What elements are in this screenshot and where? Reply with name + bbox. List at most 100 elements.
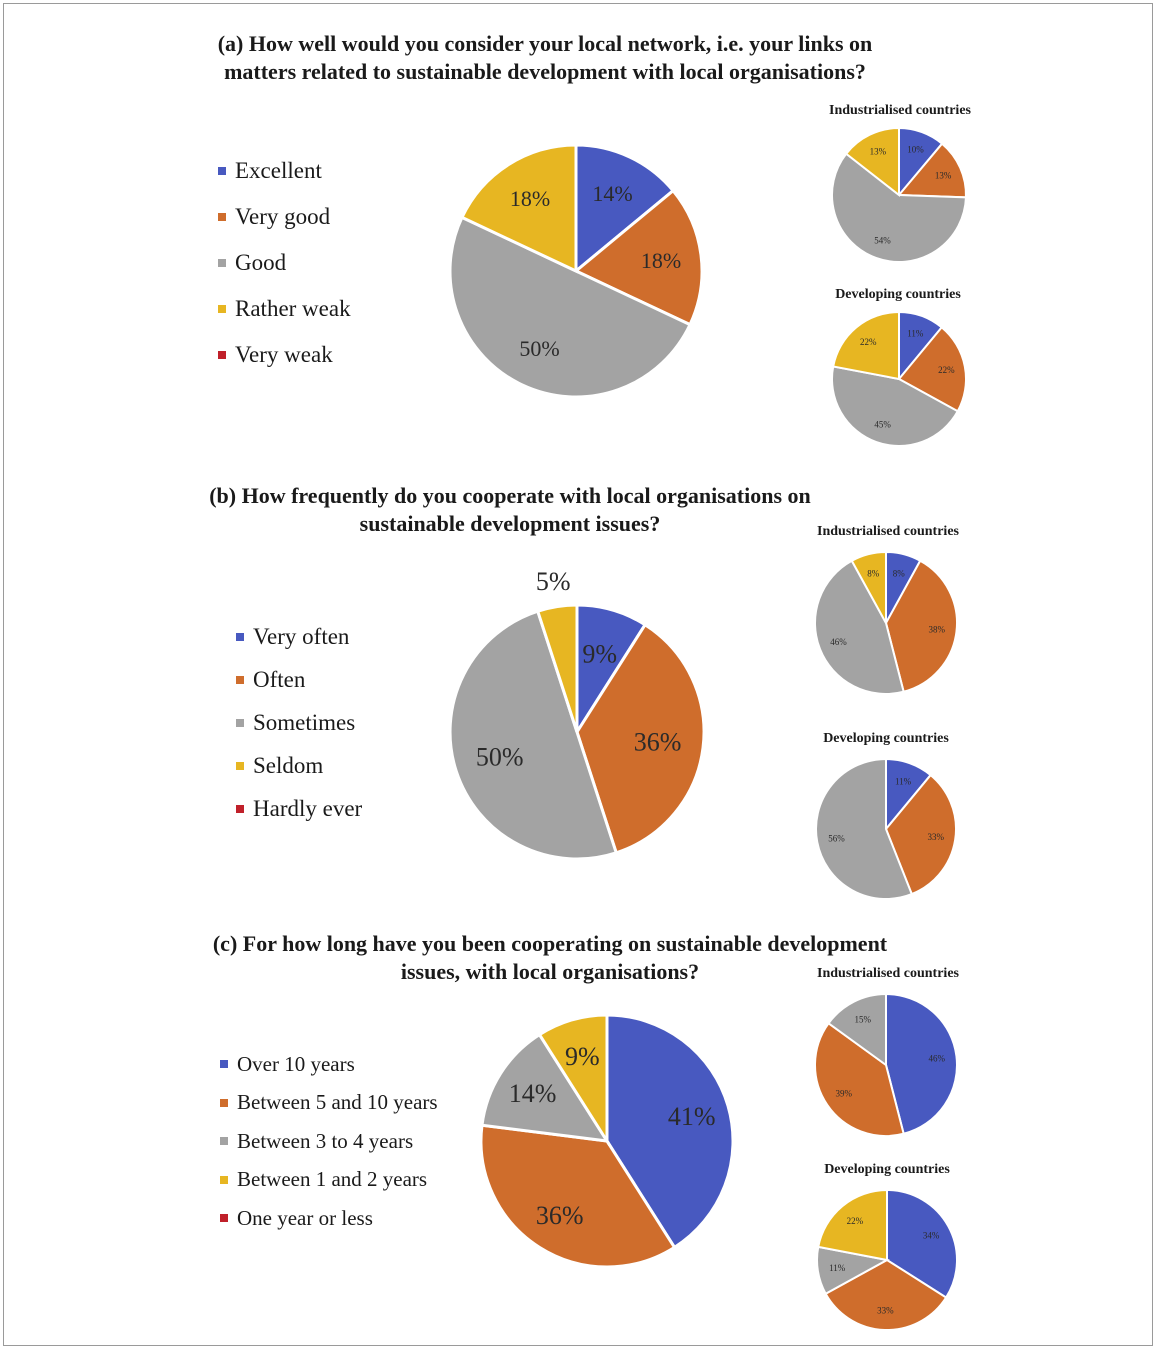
pie-data-label: 14% xyxy=(592,181,632,206)
pie-data-label: 54% xyxy=(874,235,891,245)
pie-slice-1 xyxy=(574,143,676,275)
legend-label: Good xyxy=(235,250,287,275)
legend-item-sometimes: Sometimes xyxy=(236,701,362,744)
legend-swatch xyxy=(236,632,244,641)
panel-b-industrialised-title: Industrialised countries xyxy=(817,524,959,539)
panel-a-title-line-1: (a) How well would you consider your loc… xyxy=(217,31,873,56)
panel-b-main-pie: 9% 36% 50% 5% xyxy=(448,567,706,861)
panel-c-industrialised-title: Industrialised countries xyxy=(817,966,959,981)
pie-data-label: 11% xyxy=(907,329,924,339)
legend-label: Rather weak xyxy=(235,296,351,321)
panel-c-legend: Over 10 years Between 5 and 10 years Bet… xyxy=(220,1045,438,1238)
panel-b-legend: Very often Often Sometimes Seldom Hardly… xyxy=(236,615,362,830)
pie-data-label: 5% xyxy=(536,567,571,596)
pie-data-label: 39% xyxy=(835,1089,852,1099)
pie-slice-2 xyxy=(575,622,706,855)
legend-item-over-10-years: Over 10 years xyxy=(220,1045,438,1084)
legend-item-rather-weak: Rather weak xyxy=(218,286,351,332)
legend-swatch xyxy=(220,1098,228,1107)
panel-a-developing-pie: 11% 22% 45% 22% xyxy=(831,310,967,447)
panel-c-main-pie: 41% 36% 14% 9% xyxy=(479,1013,735,1269)
panel-a-industrialised-pie: 10% 13% 54% 13% xyxy=(831,126,967,263)
pie-slice-4 xyxy=(844,126,900,198)
legend-item-excellent: Excellent xyxy=(218,148,351,194)
panel-a-title-line-2: matters related to sustainable developme… xyxy=(224,59,866,84)
pie-data-label: 14% xyxy=(509,1079,557,1108)
legend-item-often: Often xyxy=(236,658,362,701)
legend-label: Very good xyxy=(235,204,331,229)
legend-label: Sometimes xyxy=(253,709,356,735)
legend-label: Between 1 and 2 years xyxy=(237,1167,428,1192)
pie-data-label: 33% xyxy=(928,832,945,842)
panel-a-legend: Excellent Very good Good Rather weak Ver… xyxy=(218,148,351,378)
pie-slice-3 xyxy=(831,152,967,263)
pie-slice-3 xyxy=(480,1032,610,1143)
legend-swatch xyxy=(218,167,226,175)
panel-c-title-line-2: issues, with local organisations? xyxy=(400,959,700,984)
panel-a-main-pie: 14% 18% 50% 18% xyxy=(448,143,704,399)
legend-swatch xyxy=(236,804,244,813)
pie-slice-3 xyxy=(827,992,887,1067)
pie-data-label: 11% xyxy=(829,1263,846,1273)
legend-swatch xyxy=(236,675,244,684)
pie-slice-2 xyxy=(814,1021,905,1137)
pie-slice-4 xyxy=(817,1188,888,1262)
panel-b-developing-pie: 11% 33% 56% xyxy=(815,757,957,900)
pie-data-label: 18% xyxy=(641,248,681,273)
legend-item-seldom: Seldom xyxy=(236,744,362,787)
legend-swatch xyxy=(218,213,226,221)
pie-data-label: 22% xyxy=(938,365,955,375)
panel-c-title-line-1: (c) For how long have you been cooperati… xyxy=(212,931,888,956)
pie-data-label: 9% xyxy=(582,639,617,668)
pie-slice-4 xyxy=(535,603,579,733)
pie-data-label: 50% xyxy=(519,336,559,361)
pie-slice-3 xyxy=(814,559,905,695)
pie-data-label: 56% xyxy=(828,833,845,843)
pie-slice-2 xyxy=(479,1123,677,1269)
pie-data-label: 22% xyxy=(860,337,877,347)
pie-data-label: 22% xyxy=(847,1216,864,1226)
pie-data-label: 9% xyxy=(565,1042,600,1071)
pie-data-label: 41% xyxy=(668,1102,716,1131)
pie-data-label: 13% xyxy=(935,170,952,180)
pie-data-label: 15% xyxy=(855,1014,872,1024)
legend-label: Very weak xyxy=(235,342,333,367)
pie-data-label: 50% xyxy=(476,743,524,772)
pie-slice-2 xyxy=(573,188,704,327)
legend-swatch xyxy=(220,1214,228,1223)
pie-data-label: 34% xyxy=(923,1231,940,1241)
panel-b-title: (b) How frequently do you cooperate with… xyxy=(150,482,870,538)
pie-data-label: 11% xyxy=(895,777,912,787)
legend-item-3-to-4-years: Between 3 to 4 years xyxy=(220,1122,438,1161)
legend-label: Very often xyxy=(253,623,350,649)
pie-data-label: 33% xyxy=(877,1305,894,1315)
panel-a-industrialised-title: Industrialised countries xyxy=(829,103,971,118)
legend-item-one-year-or-less: One year or less xyxy=(220,1199,438,1238)
pie-slice-3 xyxy=(831,365,960,447)
pie-data-label: 46% xyxy=(830,637,847,647)
legend-swatch xyxy=(220,1137,228,1146)
pie-data-label: 46% xyxy=(928,1054,945,1064)
legend-label: Seldom xyxy=(253,752,324,778)
legend-item-good: Good xyxy=(218,240,351,286)
pie-slice-4 xyxy=(832,310,900,381)
panel-c-industrialised-pie: 46% 39% 15% xyxy=(814,992,958,1137)
pie-slice-2 xyxy=(897,325,967,413)
legend-swatch xyxy=(236,761,244,770)
pie-slice-2 xyxy=(884,773,957,896)
pie-data-label: 10% xyxy=(907,145,924,155)
figure-frame xyxy=(3,3,1153,1346)
legend-label: Hardly ever xyxy=(253,795,363,821)
pie-data-label: 38% xyxy=(928,624,945,634)
pie-data-label: 18% xyxy=(510,186,550,211)
pie-data-label: 36% xyxy=(536,1201,584,1230)
legend-swatch xyxy=(218,305,226,313)
pie-data-label: 45% xyxy=(874,419,891,429)
legend-label: One year or less xyxy=(237,1205,373,1230)
legend-label: Often xyxy=(253,666,306,692)
pie-slice-4 xyxy=(850,550,887,624)
pie-data-label: 8% xyxy=(893,568,906,578)
legend-label: Excellent xyxy=(235,158,322,183)
panel-b-title-line-2: sustainable development issues? xyxy=(359,511,661,536)
panel-c-developing-title: Developing countries xyxy=(824,1162,950,1177)
